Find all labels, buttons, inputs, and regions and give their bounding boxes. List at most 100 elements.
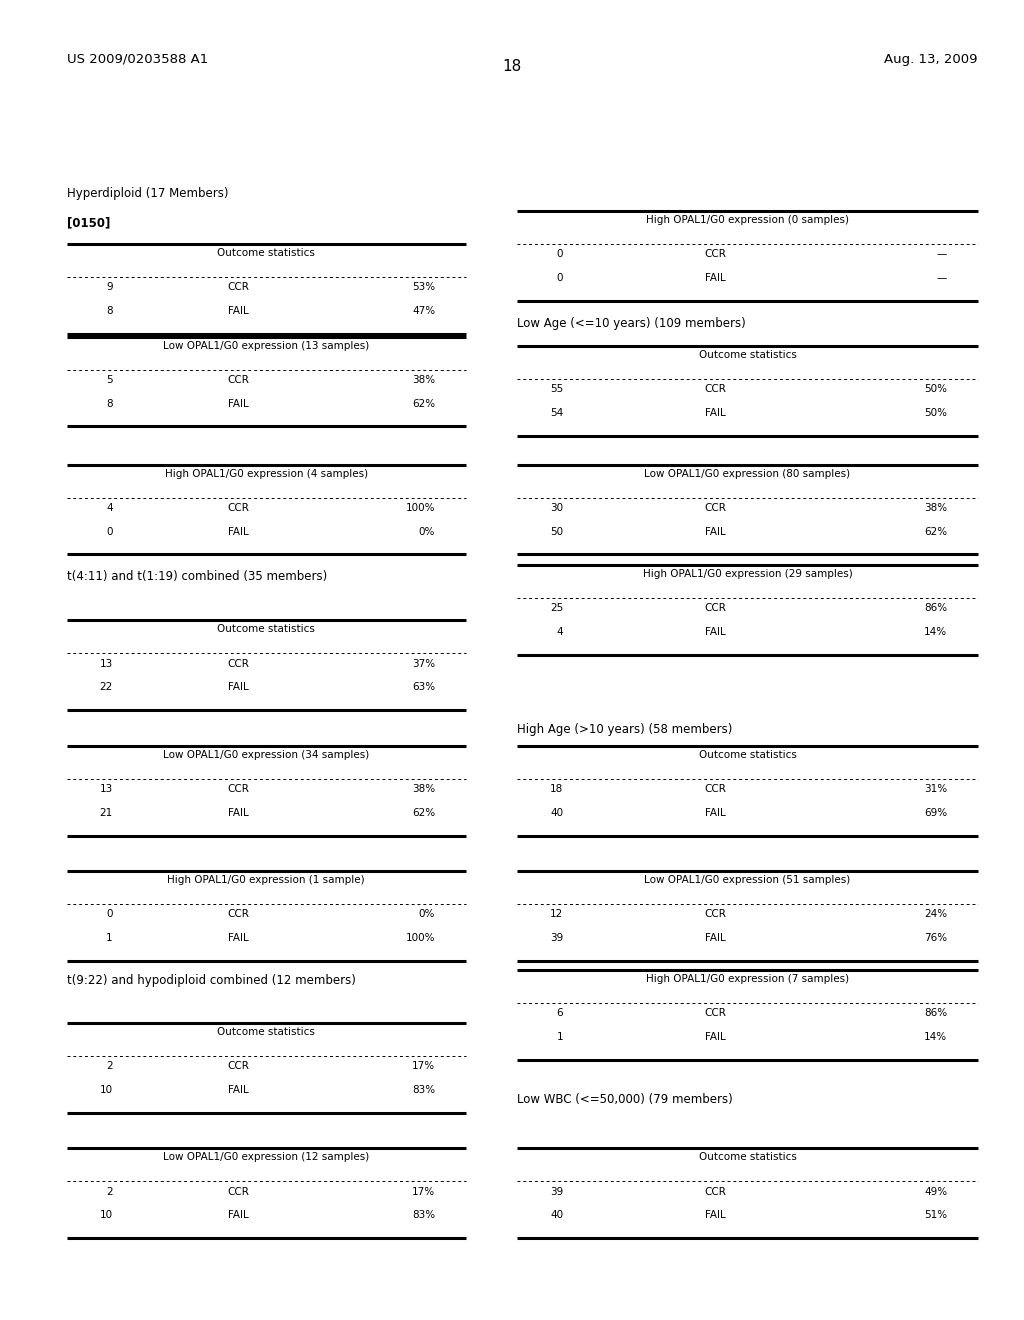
Text: 25: 25	[550, 603, 563, 614]
Text: 50%: 50%	[925, 384, 947, 395]
Text: 13: 13	[99, 784, 113, 795]
Text: 83%: 83%	[412, 1085, 435, 1096]
Text: CCR: CCR	[227, 503, 249, 513]
Text: —: —	[937, 273, 947, 284]
Text: 62%: 62%	[412, 808, 435, 818]
Text: CCR: CCR	[705, 1008, 726, 1019]
Text: 10: 10	[99, 1210, 113, 1221]
Text: 63%: 63%	[412, 682, 435, 693]
Text: 24%: 24%	[924, 909, 947, 920]
Text: CCR: CCR	[705, 249, 726, 260]
Text: FAIL: FAIL	[228, 399, 249, 409]
Text: t(4:11) and t(1:19) combined (35 members): t(4:11) and t(1:19) combined (35 members…	[67, 570, 327, 583]
Text: Aug. 13, 2009: Aug. 13, 2009	[885, 53, 978, 66]
Text: 1: 1	[106, 933, 113, 944]
Text: FAIL: FAIL	[228, 1085, 249, 1096]
Text: 0%: 0%	[419, 909, 435, 920]
Text: 51%: 51%	[924, 1210, 947, 1221]
Text: 50%: 50%	[925, 408, 947, 418]
Text: 49%: 49%	[924, 1187, 947, 1197]
Text: 12: 12	[550, 909, 563, 920]
Text: 17%: 17%	[412, 1187, 435, 1197]
Text: 40: 40	[550, 1210, 563, 1221]
Text: Low OPAL1/G0 expression (51 samples): Low OPAL1/G0 expression (51 samples)	[644, 875, 851, 886]
Text: US 2009/0203588 A1: US 2009/0203588 A1	[67, 53, 208, 66]
Text: 39: 39	[550, 933, 563, 944]
Text: FAIL: FAIL	[228, 1210, 249, 1221]
Text: 38%: 38%	[412, 784, 435, 795]
Text: 55: 55	[550, 384, 563, 395]
Text: CCR: CCR	[705, 384, 726, 395]
Text: 2: 2	[106, 1187, 113, 1197]
Text: 37%: 37%	[412, 659, 435, 669]
Text: Outcome statistics: Outcome statistics	[698, 350, 797, 360]
Text: CCR: CCR	[705, 784, 726, 795]
Text: 4: 4	[557, 627, 563, 638]
Text: FAIL: FAIL	[228, 808, 249, 818]
Text: 38%: 38%	[924, 503, 947, 513]
Text: Outcome statistics: Outcome statistics	[698, 750, 797, 760]
Text: 0: 0	[106, 909, 113, 920]
Text: Low OPAL1/G0 expression (13 samples): Low OPAL1/G0 expression (13 samples)	[163, 341, 370, 351]
Text: 10: 10	[99, 1085, 113, 1096]
Text: 76%: 76%	[924, 933, 947, 944]
Text: CCR: CCR	[705, 909, 726, 920]
Text: 8: 8	[106, 399, 113, 409]
Text: FAIL: FAIL	[705, 273, 726, 284]
Text: 18: 18	[503, 59, 521, 74]
Text: FAIL: FAIL	[705, 1210, 726, 1221]
Text: 53%: 53%	[412, 282, 435, 293]
Text: 1: 1	[557, 1032, 563, 1043]
Text: Outcome statistics: Outcome statistics	[217, 1027, 315, 1038]
Text: Hyperdiploid (17 Members): Hyperdiploid (17 Members)	[67, 187, 228, 201]
Text: 100%: 100%	[406, 933, 435, 944]
Text: High OPAL1/G0 expression (29 samples): High OPAL1/G0 expression (29 samples)	[643, 569, 852, 579]
Text: FAIL: FAIL	[705, 808, 726, 818]
Text: t(9:22) and hypodiploid combined (12 members): t(9:22) and hypodiploid combined (12 mem…	[67, 974, 355, 987]
Text: CCR: CCR	[227, 909, 249, 920]
Text: 13: 13	[99, 659, 113, 669]
Text: High OPAL1/G0 expression (1 sample): High OPAL1/G0 expression (1 sample)	[168, 875, 365, 886]
Text: 50: 50	[550, 527, 563, 537]
Text: 100%: 100%	[406, 503, 435, 513]
Text: High Age (>10 years) (58 members): High Age (>10 years) (58 members)	[517, 723, 732, 737]
Text: High OPAL1/G0 expression (7 samples): High OPAL1/G0 expression (7 samples)	[646, 974, 849, 985]
Text: CCR: CCR	[705, 1187, 726, 1197]
Text: Low OPAL1/G0 expression (12 samples): Low OPAL1/G0 expression (12 samples)	[163, 1152, 370, 1163]
Text: FAIL: FAIL	[705, 933, 726, 944]
Text: 47%: 47%	[412, 306, 435, 317]
Text: High OPAL1/G0 expression (0 samples): High OPAL1/G0 expression (0 samples)	[646, 215, 849, 226]
Text: 0: 0	[557, 249, 563, 260]
Text: 62%: 62%	[412, 399, 435, 409]
Text: [0150]: [0150]	[67, 216, 110, 230]
Text: CCR: CCR	[227, 1187, 249, 1197]
Text: Low WBC (<=50,000) (79 members): Low WBC (<=50,000) (79 members)	[517, 1093, 733, 1106]
Text: 9: 9	[106, 282, 113, 293]
Text: 8: 8	[106, 306, 113, 317]
Text: High OPAL1/G0 expression (4 samples): High OPAL1/G0 expression (4 samples)	[165, 469, 368, 479]
Text: 83%: 83%	[412, 1210, 435, 1221]
Text: FAIL: FAIL	[705, 408, 726, 418]
Text: Low OPAL1/G0 expression (80 samples): Low OPAL1/G0 expression (80 samples)	[644, 469, 851, 479]
Text: 18: 18	[550, 784, 563, 795]
Text: 69%: 69%	[924, 808, 947, 818]
Text: FAIL: FAIL	[228, 306, 249, 317]
Text: 0: 0	[557, 273, 563, 284]
Text: 86%: 86%	[924, 1008, 947, 1019]
Text: 31%: 31%	[924, 784, 947, 795]
Text: Low Age (<=10 years) (109 members): Low Age (<=10 years) (109 members)	[517, 317, 745, 330]
Text: —: —	[937, 249, 947, 260]
Text: 5: 5	[106, 375, 113, 385]
Text: CCR: CCR	[227, 282, 249, 293]
Text: 14%: 14%	[924, 627, 947, 638]
Text: FAIL: FAIL	[705, 627, 726, 638]
Text: CCR: CCR	[705, 503, 726, 513]
Text: 39: 39	[550, 1187, 563, 1197]
Text: CCR: CCR	[227, 375, 249, 385]
Text: 2: 2	[106, 1061, 113, 1072]
Text: FAIL: FAIL	[228, 527, 249, 537]
Text: 86%: 86%	[924, 603, 947, 614]
Text: Outcome statistics: Outcome statistics	[698, 1152, 797, 1163]
Text: 21: 21	[99, 808, 113, 818]
Text: 6: 6	[557, 1008, 563, 1019]
